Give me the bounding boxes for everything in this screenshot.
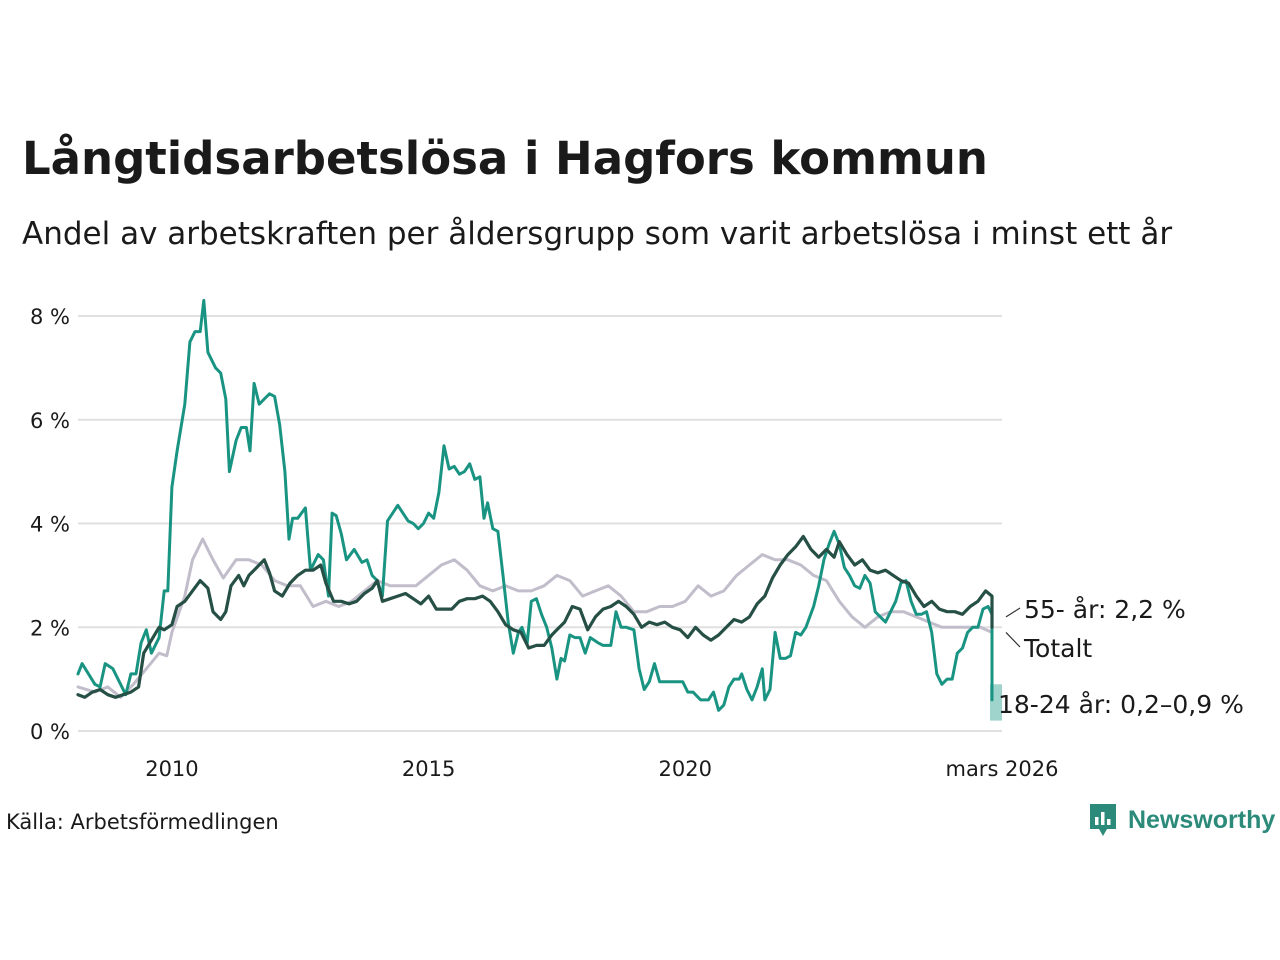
y-tick-label: 2 % [30,616,70,640]
y-tick-label: 8 % [30,305,70,329]
series-group [76,298,1002,721]
x-tick-label: 2010 [145,757,198,781]
newsworthy-logo-text: Newsworthy [1128,805,1276,834]
series-end-label-young: 18-24 år: 0,2–0,9 % [998,690,1244,719]
x-tick-label: 2015 [402,757,455,781]
source-note: Källa: Arbetsförmedlingen [6,810,279,834]
end-labels: Totalt 18-24 år: 0,2–0,9 % 55- år: 2,2 % [998,595,1244,719]
gridlines [78,315,1002,732]
y-tick-label: 4 % [30,513,70,537]
x-tick-label: mars 2026 [945,757,1058,781]
series-end-label-old: 55- år: 2,2 % [1024,595,1186,624]
y-tick-label: 0 % [30,720,70,744]
chart-title: Långtidsarbetslösa i Hagfors kommun [22,132,988,185]
chart-subtitle: Andel av arbetskraften per åldersgrupp s… [22,216,1173,252]
label-leader-old [1005,607,1021,618]
label-leader-total [1005,632,1021,648]
y-axis: 0 % 2 % 4 % 6 % 8 % [30,305,70,744]
newsworthy-logo-icon [1090,804,1116,836]
newsworthy-logo[interactable]: Newsworthy [1088,802,1275,838]
line-chart: 0 % 2 % 4 % 6 % 8 % 2010 2015 2020 mars 2026 To… [30,298,1244,781]
series-line-old [76,534,994,699]
series-end-label-total: Totalt [1023,634,1092,663]
y-tick-label: 6 % [30,409,70,433]
x-axis: 2010 2015 2020 mars 2026 [145,757,1058,781]
series-line-total [76,537,994,699]
series-line-young [76,298,994,712]
x-tick-label: 2020 [659,757,712,781]
